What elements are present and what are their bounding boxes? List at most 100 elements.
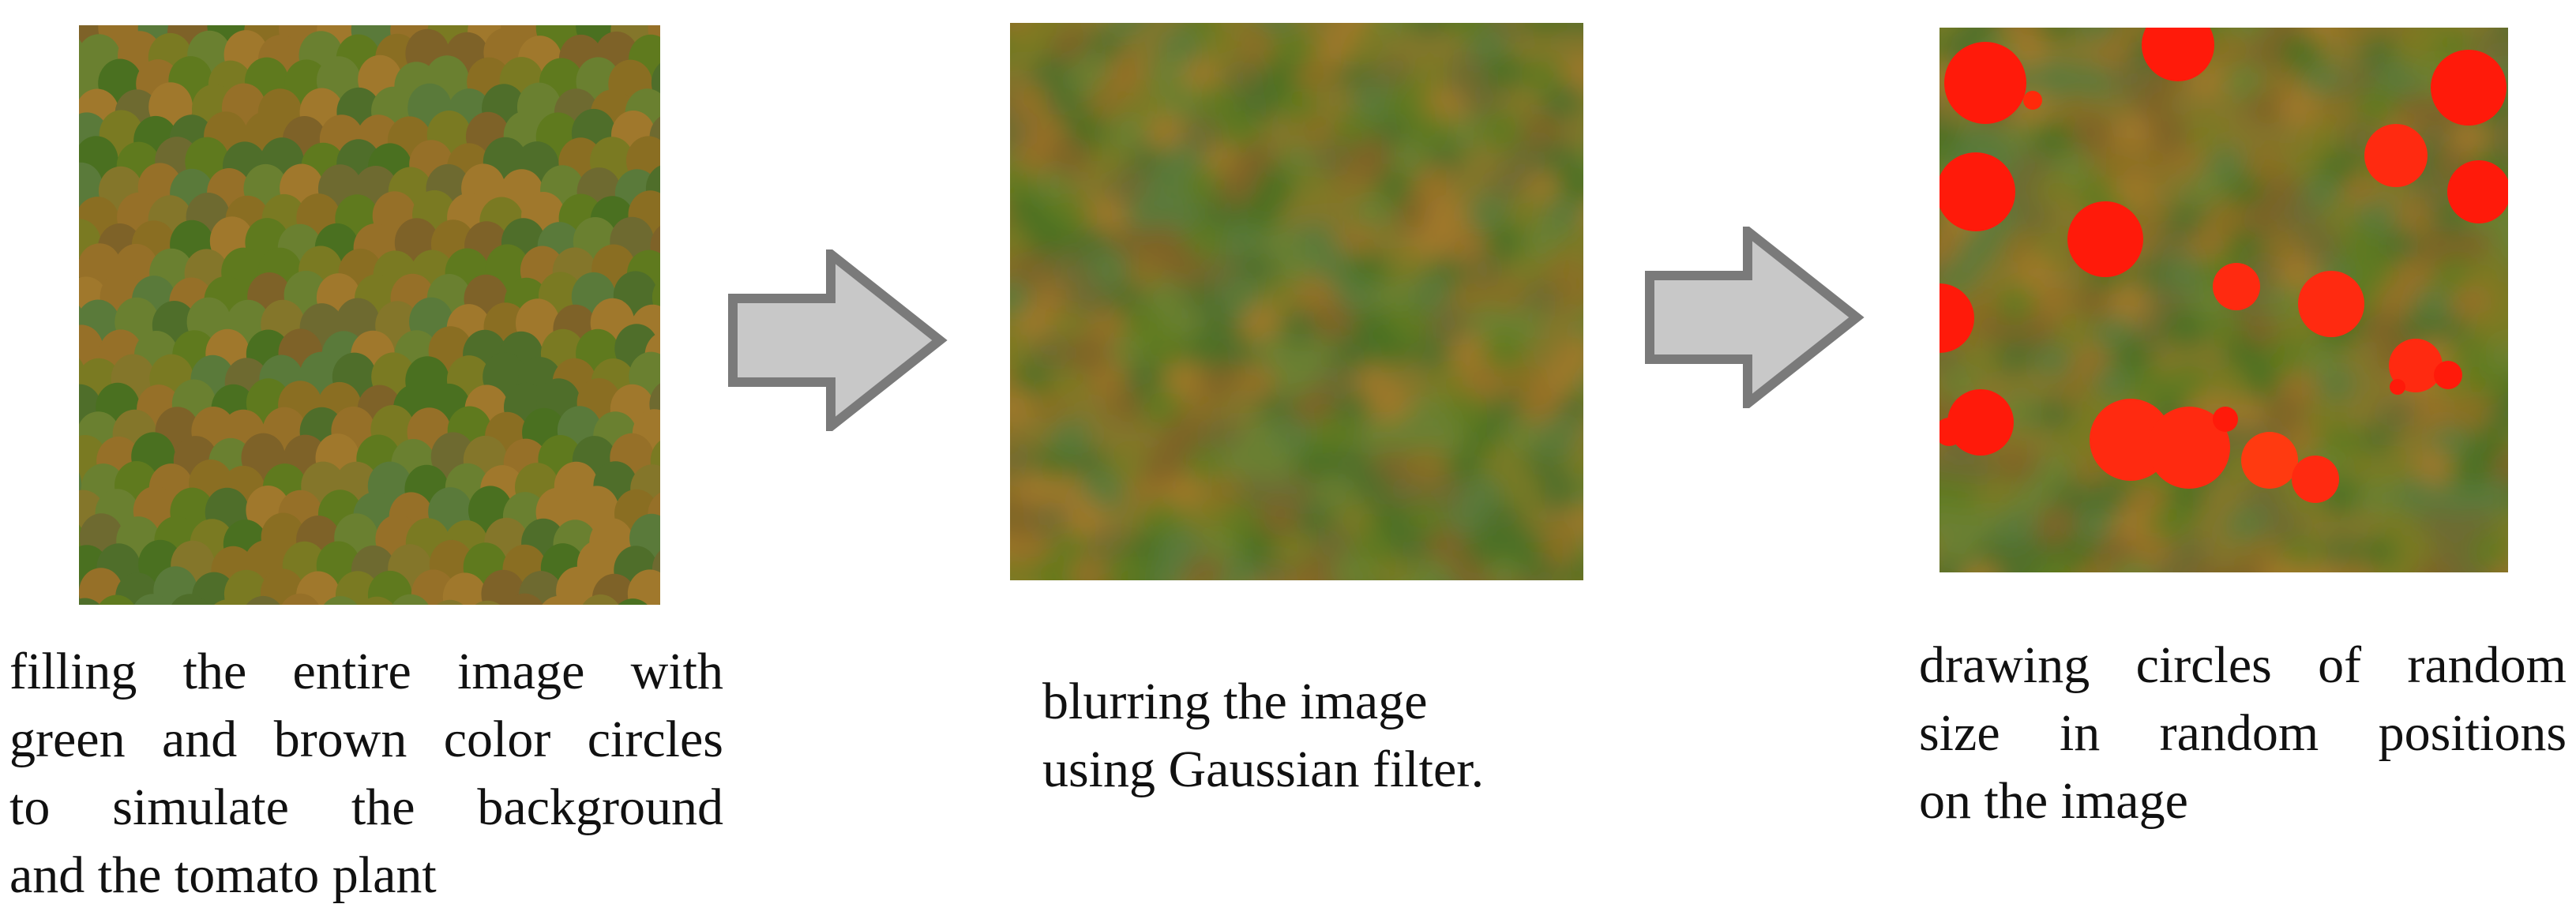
texture-circle (1965, 563, 2000, 572)
red-circle (2142, 28, 2214, 81)
texture-circle (2378, 562, 2415, 572)
texture-circle (2075, 562, 2112, 572)
texture-circle (658, 603, 660, 605)
texture-circle (627, 569, 660, 605)
texture-circle (505, 593, 544, 605)
texture-circle (171, 594, 208, 605)
red-circle (2067, 201, 2143, 277)
texture-circle (323, 596, 358, 605)
texture-circle (436, 599, 464, 605)
arrow-polygon (1645, 227, 1864, 408)
red-circle (2148, 407, 2230, 489)
texture-circle (2154, 560, 2194, 572)
caption-line: to simulate the background (9, 778, 723, 836)
texture-circle (2492, 565, 2508, 572)
texture-circle (79, 472, 82, 495)
texture-circle (133, 594, 171, 605)
texture-circle (1372, 557, 1418, 580)
texture-circle (1329, 554, 1375, 580)
red-circle (2447, 160, 2508, 223)
texture-circle (2189, 563, 2225, 572)
texture-circle (481, 569, 526, 605)
red-circle (2241, 432, 2298, 489)
texture-circle (367, 570, 412, 605)
arrow-shape (1645, 227, 1864, 408)
texture-circle (2506, 156, 2508, 179)
texture-circle (214, 599, 242, 605)
caption-line: blurring the image (1042, 673, 1428, 730)
red-circle (2023, 91, 2042, 110)
red-circle (1940, 418, 1963, 446)
red-circle (2434, 361, 2462, 389)
texture-circle (1067, 556, 1113, 580)
texture-circle (246, 595, 280, 605)
texture-circle (556, 566, 600, 605)
texture-circle (2033, 559, 2074, 572)
texture-circle (582, 594, 619, 605)
texture-circle (79, 598, 100, 605)
red-circle (1944, 42, 2026, 124)
texture-circle (2262, 559, 2304, 572)
red-circle (2364, 124, 2428, 187)
arrow-shape (728, 249, 948, 431)
texture-circle (281, 593, 319, 605)
circles-mosaic (79, 25, 660, 605)
texture-circle (1940, 558, 1968, 572)
right-arrow-icon (1643, 227, 1868, 408)
caption-line: on the image (1919, 772, 2188, 830)
texture-circle (99, 595, 134, 605)
texture-circle (1222, 560, 1267, 580)
red-circle (2389, 339, 2443, 392)
red-circle (1940, 152, 2015, 231)
red-circle (2431, 50, 2507, 126)
texture-circle (1102, 554, 1148, 580)
red-circle (2213, 263, 2260, 310)
red-circles-overlay (1940, 28, 2508, 572)
texture-circle (1183, 556, 1229, 580)
texture-circle (1025, 560, 1071, 580)
caption-line: filling the entire image with (9, 643, 723, 700)
texture-circle (2338, 561, 2378, 572)
texture-circle (1410, 557, 1456, 580)
texture-circle (392, 594, 429, 605)
caption-line: using Gaussian filter. (1042, 741, 1485, 798)
texture-circle (2001, 563, 2037, 572)
caption-line: drawing circles of random (1919, 636, 2567, 694)
red-circle (2292, 456, 2339, 503)
texture-circle (360, 596, 394, 605)
caption-line: green and brown color circles (9, 711, 723, 768)
texture-circle (1482, 559, 1528, 580)
texture-circle (2301, 560, 2341, 572)
texture-circle (618, 598, 648, 605)
red-circle (2298, 271, 2364, 337)
texture-circle (1254, 560, 1299, 580)
red-circle (1947, 389, 2014, 456)
red-circle (2390, 379, 2405, 395)
arrow-polygon (728, 249, 948, 431)
red-circle (1940, 283, 1974, 353)
step1-circles-image (79, 25, 660, 605)
right-arrow-icon (727, 249, 952, 431)
texture-circle (1519, 560, 1564, 580)
caption-line: size in random positions (1919, 704, 2567, 762)
texture-circle (1010, 558, 1034, 580)
texture-circle (442, 572, 487, 605)
texture-circle (2507, 219, 2508, 231)
caption-line: and the tomato plant (9, 846, 437, 904)
step3-caption: drawing circles of random size in random… (1919, 632, 2567, 835)
texture-circle (1147, 561, 1192, 580)
texture-circle (223, 569, 268, 605)
texture-circle (2112, 559, 2153, 572)
step2-caption: blurring the image using Gaussian filter… (1042, 668, 1643, 804)
blurred-mosaic (1010, 23, 1583, 580)
step1-caption: filling the entire image with green and … (9, 638, 723, 910)
texture-circle (1450, 560, 1495, 580)
texture-circle (2469, 533, 2508, 572)
texture-circle (1973, 537, 2018, 572)
texture-circle (1562, 559, 1583, 580)
red-circle (2213, 407, 2238, 432)
step3-red-circles-image (1940, 28, 2508, 572)
texture-circle (2454, 562, 2492, 572)
texture-circle (2227, 561, 2265, 572)
step2-blurred-image (1010, 23, 1583, 580)
